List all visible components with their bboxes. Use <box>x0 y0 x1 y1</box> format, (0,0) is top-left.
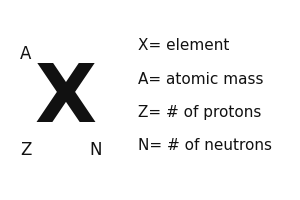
Text: Z: Z <box>20 141 31 159</box>
Text: N: N <box>90 141 102 159</box>
Text: Z= # of protons: Z= # of protons <box>138 104 261 119</box>
Text: A= atomic mass: A= atomic mass <box>138 72 263 86</box>
Text: X= element: X= element <box>138 38 230 53</box>
Text: X: X <box>35 61 97 139</box>
Text: A: A <box>20 45 31 63</box>
Text: N= # of neutrons: N= # of neutrons <box>138 138 272 152</box>
